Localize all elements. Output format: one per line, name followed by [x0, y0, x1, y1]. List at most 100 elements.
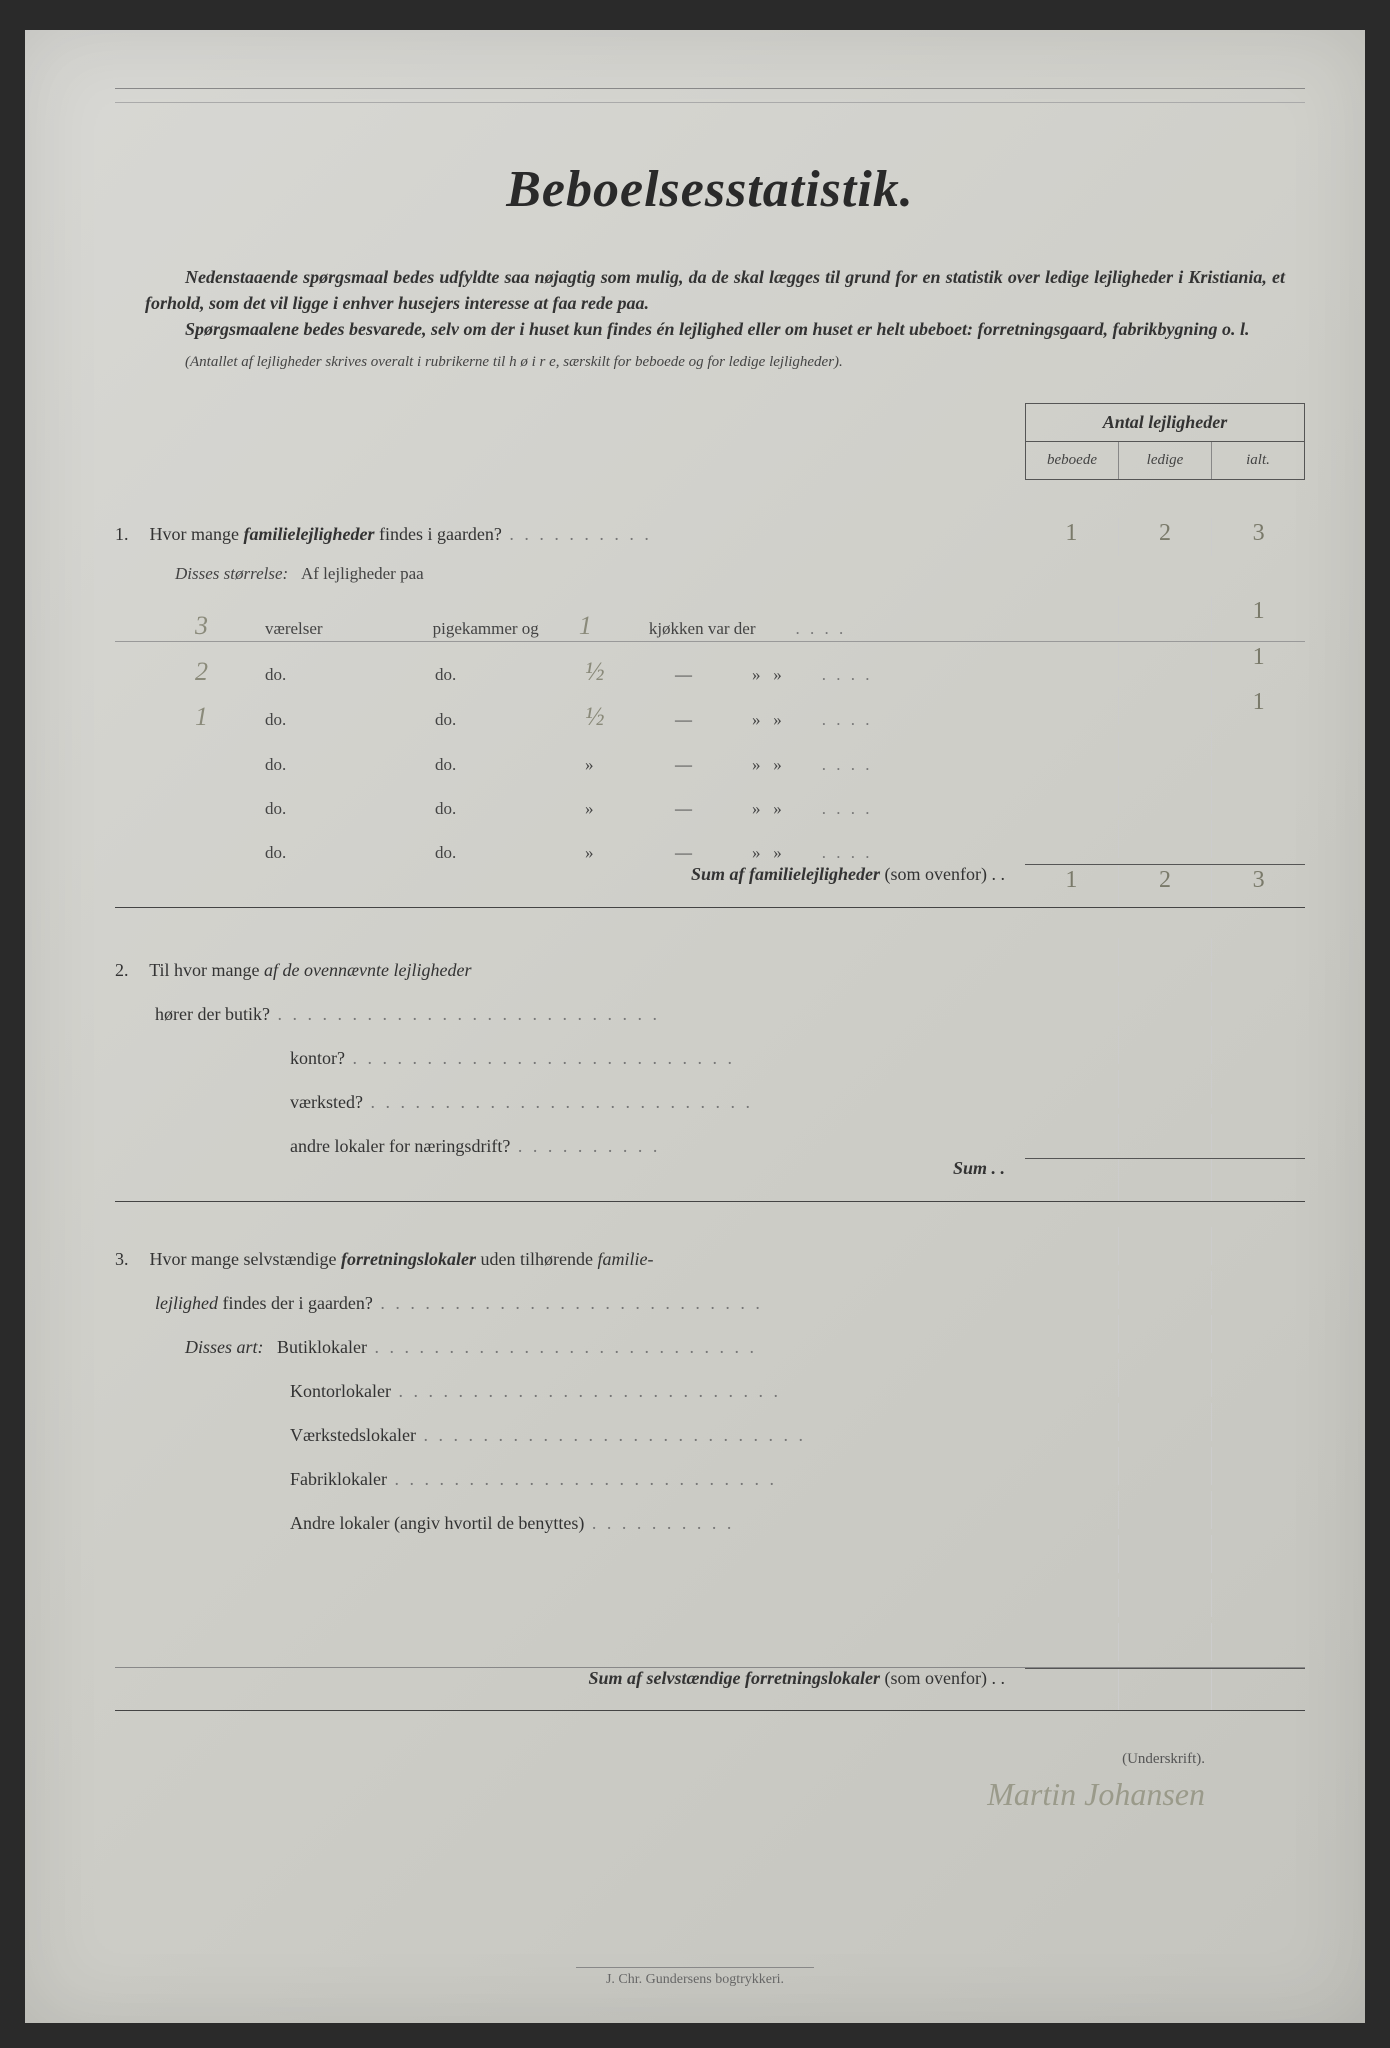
value-cell: [1025, 642, 1118, 680]
handwritten-value: ½: [585, 657, 615, 687]
value-cell: [1211, 732, 1305, 770]
question-text: Hvor mange: [150, 524, 244, 544]
value-cell: [1211, 776, 1305, 814]
q3-item: Fabriklokaler: [290, 1469, 387, 1489]
question-text: findes i gaarden?: [374, 524, 501, 544]
question-em: familie-: [597, 1249, 653, 1269]
form-content: Antal lejligheder beboede ledige ialt. 1…: [115, 403, 1305, 1813]
page-title: Beboelsesstatistik.: [115, 160, 1305, 219]
value-cell: [1118, 820, 1212, 858]
sub-text: Af lejligheder paa: [301, 564, 424, 583]
question-3: 3. Hvor mange selvstændige forretningslo…: [115, 1227, 1305, 1711]
q2-item: kontor?: [290, 1048, 345, 1068]
q3-item: Andre lokaler (angiv hvortil de benyttes…: [290, 1513, 584, 1533]
q2-item: værksted?: [290, 1092, 363, 1112]
do-label: do.: [265, 665, 325, 685]
do-label: do.: [265, 755, 325, 775]
question-2: 2. Til hvor mange af de ovennævnte lejli…: [115, 938, 1305, 1202]
signature-label: (Underskrift).: [115, 1751, 1205, 1768]
handwritten-value: 1: [579, 611, 609, 641]
do-label: do.: [265, 843, 325, 863]
value-cell: [1025, 820, 1118, 858]
value-cell: [1211, 820, 1305, 858]
do-label: do.: [435, 710, 545, 730]
intro-paragraph: Nedenstaaende spørgsmaal bedes udfyldte …: [115, 264, 1305, 342]
printer-credit: J. Chr. Gundersens bogtrykkeri.: [576, 1967, 814, 1988]
question-em: lejlighed: [155, 1293, 218, 1313]
question-em: familielejligheder: [243, 524, 374, 544]
col-label: kjøkken var der: [649, 619, 756, 639]
sub-label: Disses størrelse:: [175, 564, 288, 583]
q2-item: andre lokaler for næringsdrift?: [290, 1136, 510, 1156]
size-row: do. do. » —» » . . . .: [115, 776, 1305, 820]
do-label: do.: [435, 665, 545, 685]
handwritten-value: 1: [195, 702, 225, 732]
do-label: do.: [265, 710, 325, 730]
rule-line: [115, 88, 1305, 89]
question-row: 1. Hvor mange familielejligheder findes …: [115, 518, 1305, 558]
size-row: do. do. » —» » . . . .: [115, 820, 1305, 864]
question-text: Til hvor mange: [149, 960, 264, 980]
form-area: 1. Hvor mange familielejligheder findes …: [115, 403, 1305, 1813]
value-cell: 3: [1211, 518, 1305, 556]
value-cell: 2: [1118, 518, 1212, 556]
sum-label: Sum af selvstændige forretningslokaler: [588, 1668, 880, 1688]
size-row: 1 do. do. ½ —» » . . . . 1: [115, 687, 1305, 732]
value-cell: [1118, 776, 1212, 814]
art-label: Disses art:: [185, 1337, 264, 1357]
footer: J. Chr. Gundersens bogtrykkeri.: [25, 1967, 1365, 1988]
signature-area: (Underskrift). Martin Johansen: [115, 1751, 1305, 1813]
value-cell: [1025, 687, 1118, 725]
size-row: do. do. » —» » . . . .: [115, 732, 1305, 776]
sum-label-suffix: (som ovenfor) . .: [880, 864, 1005, 884]
value-cell: [1025, 732, 1118, 770]
value-cell: [1118, 596, 1212, 634]
value-cell: [1118, 687, 1212, 725]
size-row: 2 do. do. ½ —» » . . . . 1: [115, 642, 1305, 687]
do-label: do.: [435, 843, 545, 863]
question-number: 2.: [115, 960, 145, 981]
sum-row: Sum af familielejligheder (som ovenfor) …: [115, 864, 1305, 908]
sum-cell: 1: [1025, 865, 1118, 907]
value-cell: 1: [1211, 642, 1305, 680]
question-text: uden tilhørende: [476, 1249, 597, 1269]
question-text: Hvor mange selvstændige: [150, 1249, 341, 1269]
intro-note: (Antallet af lejligheder skrives overalt…: [115, 352, 1305, 373]
intro-text: Spørgsmaalene bedes besvarede, selv om d…: [185, 319, 1250, 339]
value-cell: 1: [1025, 518, 1118, 556]
sum-label: Sum . .: [953, 1158, 1005, 1178]
value-cell: 1: [1211, 687, 1305, 725]
question-number: 3.: [115, 1249, 145, 1270]
value-cell: [1118, 732, 1212, 770]
size-row: 3 værelser pigekammer og 1 kjøkken var d…: [115, 596, 1305, 642]
sum-cell: 2: [1118, 865, 1212, 907]
do-label: do.: [265, 799, 325, 819]
handwritten-value: 3: [195, 611, 225, 641]
sum-cell: 3: [1211, 865, 1305, 907]
q3-item: Værkstedslokaler: [290, 1425, 416, 1445]
question-em: af de ovennævnte lejligheder: [264, 960, 471, 980]
document-page: Beboelsesstatistik. Nedenstaaende spørgs…: [25, 30, 1365, 2023]
question-line: findes der i gaarden?: [218, 1293, 373, 1313]
value-cell: [1118, 642, 1212, 680]
value-cell: [1025, 776, 1118, 814]
sum-label-suffix: (som ovenfor) . .: [880, 1668, 1005, 1688]
question-number: 1.: [115, 524, 145, 545]
do-label: do.: [435, 799, 545, 819]
sub-label-row: Disses størrelse: Af lejligheder paa: [115, 564, 1305, 584]
question-em: forretningslokaler: [341, 1249, 476, 1269]
value-cell: 1: [1211, 596, 1305, 634]
q3-item: Butiklokaler: [277, 1337, 367, 1357]
signature-name: Martin Johansen: [115, 1776, 1205, 1813]
value-cell: [1025, 596, 1118, 634]
q3-item: Kontorlokaler: [290, 1381, 391, 1401]
sum-label: Sum af familielejligheder: [691, 864, 880, 884]
col-label: pigekammer og: [433, 619, 539, 639]
handwritten-value: 2: [195, 657, 225, 687]
do-label: do.: [435, 755, 545, 775]
intro-text: Nedenstaaende spørgsmaal bedes udfyldte …: [145, 267, 1285, 313]
col-label: værelser: [265, 619, 323, 639]
rule-line: [115, 102, 1305, 103]
handwritten-value: ½: [585, 702, 615, 732]
question-line: hører der butik?: [155, 1004, 270, 1024]
